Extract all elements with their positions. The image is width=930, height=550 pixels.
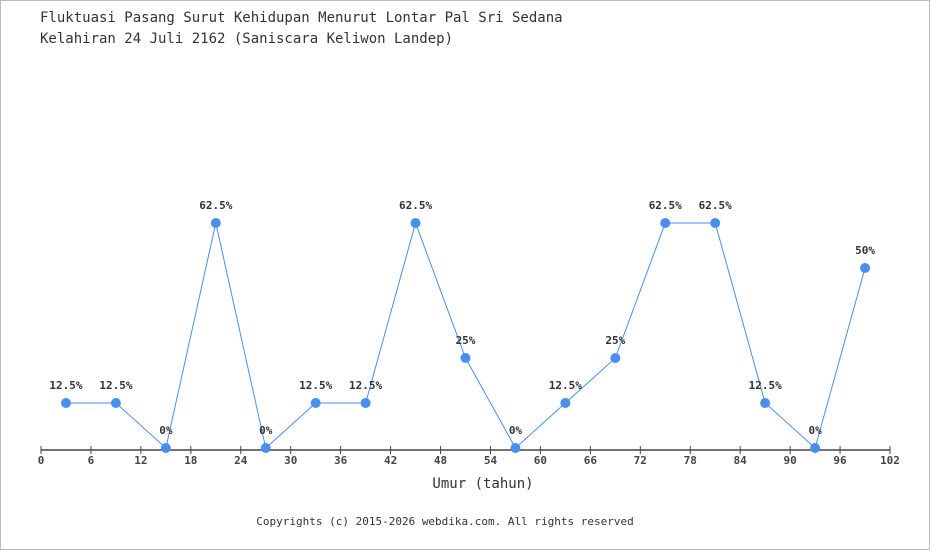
data-point xyxy=(410,218,421,228)
x-tick-label: 42 xyxy=(384,454,397,467)
data-point xyxy=(360,398,371,408)
data-label: 25% xyxy=(605,334,625,347)
data-label: 0% xyxy=(259,424,273,437)
x-tick-label: 90 xyxy=(783,454,796,467)
data-point xyxy=(210,218,221,228)
data-point xyxy=(810,443,821,453)
data-point xyxy=(160,443,171,453)
footer-copyright: Copyrights (c) 2015-2026 webdika.com. Al… xyxy=(256,515,634,528)
x-tick-label: 48 xyxy=(434,454,447,467)
data-label: 0% xyxy=(808,424,822,437)
data-label: 62.5% xyxy=(199,199,232,212)
data-point xyxy=(110,398,121,408)
x-tick-label: 36 xyxy=(334,454,348,467)
data-point xyxy=(610,353,621,363)
data-point xyxy=(510,443,521,453)
data-label: 12.5% xyxy=(49,379,82,392)
data-point xyxy=(660,218,671,228)
data-point xyxy=(860,263,871,273)
chart-subtitle: Kelahiran 24 Juli 2162 (Saniscara Keliwo… xyxy=(40,31,454,47)
x-tick-label: 102 xyxy=(880,454,900,467)
data-label: 0% xyxy=(509,424,523,437)
data-point xyxy=(560,398,571,408)
data-label: 25% xyxy=(456,334,476,347)
x-tick-label: 18 xyxy=(184,454,197,467)
x-tick-label: 12 xyxy=(134,454,147,467)
x-tick-label: 78 xyxy=(684,454,697,467)
x-tick-label: 24 xyxy=(234,454,248,467)
data-point xyxy=(260,443,271,453)
data-point xyxy=(460,353,471,363)
data-label: 12.5% xyxy=(299,379,332,392)
x-tick-label: 30 xyxy=(284,454,297,467)
x-tick-label: 54 xyxy=(484,454,498,467)
x-tick-label: 84 xyxy=(734,454,748,467)
x-tick-label: 66 xyxy=(584,454,598,467)
x-tick-label: 96 xyxy=(833,454,847,467)
data-label: 12.5% xyxy=(99,379,132,392)
x-tick-label: 60 xyxy=(534,454,547,467)
data-point xyxy=(310,398,321,408)
data-label: 62.5% xyxy=(399,199,432,212)
data-label: 62.5% xyxy=(699,199,732,212)
data-label: 0% xyxy=(159,424,173,437)
data-label: 12.5% xyxy=(549,379,582,392)
data-label: 62.5% xyxy=(649,199,682,212)
data-point xyxy=(60,398,71,408)
data-label: 50% xyxy=(855,244,875,257)
x-axis-label: Umur (tahun) xyxy=(432,476,533,492)
data-label: 12.5% xyxy=(349,379,382,392)
x-tick-label: 6 xyxy=(88,454,95,467)
x-tick-label: 72 xyxy=(634,454,647,467)
chart-title: Fluktuasi Pasang Surut Kehidupan Menurut… xyxy=(40,10,563,26)
data-point xyxy=(710,218,721,228)
data-point xyxy=(760,398,771,408)
x-tick-label: 0 xyxy=(38,454,45,467)
data-label: 12.5% xyxy=(749,379,782,392)
